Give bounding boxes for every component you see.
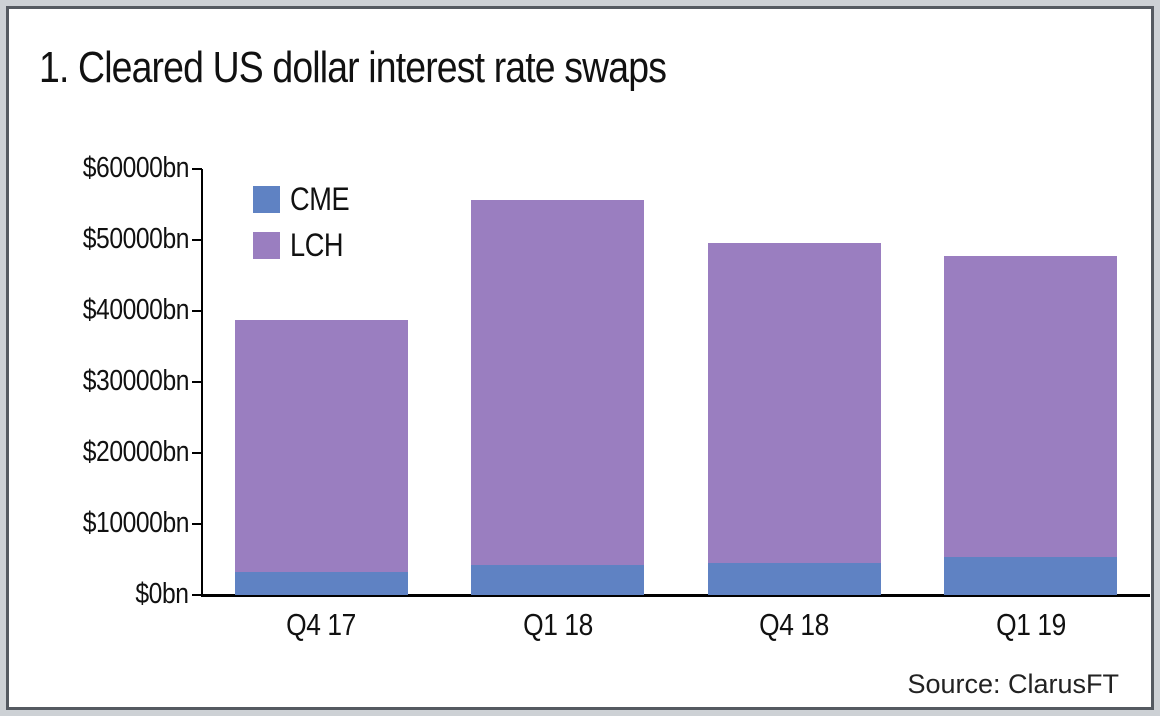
y-axis-tick (192, 594, 202, 596)
x-axis-label-q4-17: Q4 17 (203, 607, 440, 643)
plot-area (203, 169, 1149, 595)
x-axis-label-text: Q1 19 (995, 607, 1066, 642)
y-axis-tick-label: $50000bn (9, 223, 190, 255)
bar-segment-lch-q4-17 (234, 320, 408, 573)
chart-title: 1. Cleared US dollar interest rate swaps (39, 43, 667, 92)
y-axis-tick-label-text: $10000bn (82, 507, 190, 539)
bar-segment-cme-q1-18 (471, 565, 645, 595)
chart-frame: 1. Cleared US dollar interest rate swaps… (6, 6, 1154, 710)
y-axis-tick-label-text: $30000bn (82, 365, 190, 397)
bar-segment-lch-q1-19 (944, 255, 1118, 557)
y-axis-tick-label: $30000bn (9, 365, 190, 397)
legend-item-cme: CME (253, 181, 360, 218)
y-axis-tick (192, 452, 202, 454)
bar-segment-cme-q4-18 (707, 563, 881, 595)
legend-item-lch: LCH (253, 227, 360, 264)
y-axis-tick-label-text: $60000bn (82, 152, 190, 184)
y-axis-tick-label-text: $50000bn (82, 223, 190, 255)
bar-segment-lch-q4-18 (707, 242, 881, 564)
lch-swatch-icon (253, 232, 280, 259)
y-axis-tick-label-text: $0bn (135, 578, 190, 610)
y-axis-tick-label: $40000bn (9, 294, 190, 326)
x-axis-label-text: Q4 18 (759, 607, 830, 642)
source-note: Source: ClarusFT (907, 669, 1119, 699)
x-axis-label-text: Q4 17 (286, 607, 357, 642)
y-axis-tick (192, 310, 202, 312)
y-axis-tick-label-text: $20000bn (82, 436, 190, 468)
y-axis-tick-label: $0bn (9, 578, 190, 610)
x-axis-label-text: Q1 18 (522, 607, 593, 642)
x-axis-line (201, 594, 1150, 597)
legend: CME LCH (253, 181, 360, 273)
y-axis-line (201, 169, 203, 596)
bar-segment-lch-q1-18 (471, 200, 645, 566)
cme-swatch-icon (253, 186, 280, 213)
y-axis-tick (192, 239, 202, 241)
y-axis-tick (192, 381, 202, 383)
x-axis-label-q1-19: Q1 19 (913, 607, 1150, 643)
y-axis-tick-label: $60000bn (9, 152, 190, 184)
y-axis-tick-label: $10000bn (9, 507, 190, 539)
bar-segment-cme-q1-19 (944, 556, 1118, 595)
legend-label-lch: LCH (290, 227, 344, 263)
x-axis-label-q4-18: Q4 18 (676, 607, 913, 643)
y-axis-tick (192, 523, 202, 525)
legend-label-cme: CME (290, 181, 350, 217)
y-axis-tick-label: $20000bn (9, 436, 190, 468)
y-axis-tick-label-text: $40000bn (82, 294, 190, 326)
x-axis-label-q1-18: Q1 18 (440, 607, 677, 643)
y-axis-tick (192, 168, 202, 170)
bar-segment-cme-q4-17 (234, 572, 408, 595)
